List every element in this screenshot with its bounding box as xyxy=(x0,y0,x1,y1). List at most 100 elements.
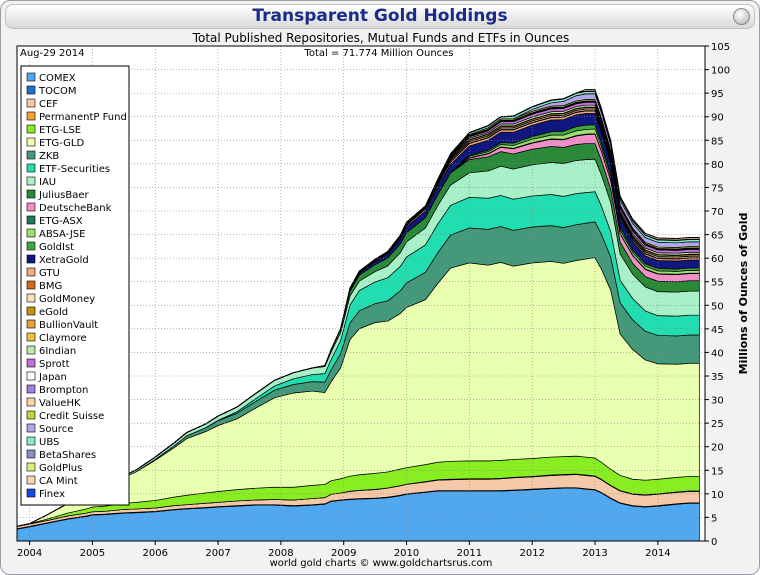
legend-entry-19: BullionVault xyxy=(39,320,98,331)
legend-entry-26: Credit Suisse xyxy=(39,411,104,422)
y-tick-label-11: 55 xyxy=(711,278,724,289)
legend-swatch-21 xyxy=(26,345,36,355)
total-label: Total = 71.774 Million Ounces xyxy=(303,48,453,59)
legend-swatch-12 xyxy=(26,228,36,238)
legend-swatch-22 xyxy=(26,358,36,368)
x-tick-label-4: 2008 xyxy=(268,548,293,559)
legend-box xyxy=(20,65,130,506)
legend-swatch-1 xyxy=(26,85,36,95)
legend-entry-21: 6Indian xyxy=(39,346,76,357)
legend-entry-7: ETF-Securities xyxy=(39,164,110,175)
y-tick-label-8: 40 xyxy=(711,348,724,359)
x-tick-label-1: 2005 xyxy=(80,548,105,559)
chart-subtitle: Total Published Repositories, Mutual Fun… xyxy=(192,31,570,45)
y-tick-label-14: 70 xyxy=(711,207,724,218)
legend-swatch-29 xyxy=(26,449,36,459)
legend-swatch-28 xyxy=(26,436,36,446)
y-tick-label-7: 35 xyxy=(711,372,724,383)
y-tick-label-17: 85 xyxy=(711,136,724,147)
legend-swatch-10 xyxy=(26,202,36,212)
legend-swatch-2 xyxy=(26,98,36,108)
legend-swatch-20 xyxy=(26,332,36,342)
legend-entry-13: GoldIst xyxy=(39,242,74,253)
legend-swatch-14 xyxy=(26,254,36,264)
legend-entry-2: CEF xyxy=(39,99,58,110)
series-areas xyxy=(16,89,700,542)
legend-entry-9: JuliusBaer xyxy=(38,190,90,201)
legend-swatch-16 xyxy=(26,280,36,290)
legend-entry-25: ValueHK xyxy=(39,398,81,409)
legend-entry-32: Finex xyxy=(39,489,65,500)
legend-swatch-27 xyxy=(26,423,36,433)
x-tick-label-5: 2009 xyxy=(331,548,356,559)
x-tick-label-10: 2014 xyxy=(645,548,670,559)
legend-swatch-11 xyxy=(26,215,36,225)
legend-entry-23: Japan xyxy=(38,372,67,383)
legend-swatch-30 xyxy=(26,462,36,472)
legend-entry-1: TOCOM xyxy=(38,86,76,97)
legend-swatch-32 xyxy=(26,488,36,498)
legend-entry-24: Brompton xyxy=(39,385,88,396)
legend-entry-20: Claymore xyxy=(39,333,87,344)
chart-title: Transparent Gold Holdings xyxy=(252,6,508,26)
legend-entry-5: ETG-GLD xyxy=(39,138,84,149)
legend-entry-28: UBS xyxy=(39,437,59,448)
legend-swatch-25 xyxy=(26,397,36,407)
y-tick-label-20: 100 xyxy=(711,66,730,77)
y-axis-label: Millions of Ounces of Gold xyxy=(737,213,750,375)
legend-swatch-26 xyxy=(26,410,36,420)
legend-entry-3: PermanentP Fund xyxy=(39,112,127,123)
x-tick-label-3: 2007 xyxy=(205,548,230,559)
legend-swatch-6 xyxy=(26,150,36,160)
legend-entry-11: ETG-ASX xyxy=(39,216,83,227)
y-tick-label-0: 0 xyxy=(711,537,717,548)
y-tick-label-4: 20 xyxy=(711,443,724,454)
y-tick-label-15: 75 xyxy=(711,183,724,194)
y-tick-label-16: 80 xyxy=(711,160,724,171)
legend-swatch-5 xyxy=(26,137,36,147)
legend-entry-17: GoldMoney xyxy=(39,294,95,305)
legend-swatch-19 xyxy=(26,319,36,329)
legend-entry-30: GoldPlus xyxy=(39,463,82,474)
close-button[interactable] xyxy=(733,8,750,25)
x-tick-label-8: 2012 xyxy=(519,548,544,559)
legend-swatch-4 xyxy=(26,124,36,134)
legend-entry-0: COMEX xyxy=(39,73,76,84)
y-tick-label-6: 30 xyxy=(711,396,724,407)
y-tick-label-18: 90 xyxy=(711,113,724,124)
legend-entry-15: GTU xyxy=(39,268,60,279)
legend-swatch-24 xyxy=(26,384,36,394)
plot-frame xyxy=(16,45,706,542)
legend-entry-10: DeutscheBank xyxy=(39,203,112,214)
axes: 0 5 10 15 20 25 30 35 40 45 50 55 60 65 70 75 80 85 90 95 10… xyxy=(16,42,730,559)
legend: COMEX TOCOM CEF PermanentP Fund ETG-LSE ETG-G… xyxy=(20,65,130,506)
legend-swatch-0 xyxy=(26,72,36,82)
y-tick-label-3: 15 xyxy=(711,466,724,477)
y-tick-label-21: 105 xyxy=(711,42,730,53)
legend-entry-14: XetraGold xyxy=(39,255,89,266)
title-bar: Transparent Gold Holdings xyxy=(5,4,755,29)
legend-entry-18: eGold xyxy=(39,307,68,318)
y-tick-label-13: 65 xyxy=(711,231,724,242)
legend-swatch-13 xyxy=(26,241,36,251)
legend-entry-8: IAU xyxy=(39,177,56,188)
legend-entry-22: Sprott xyxy=(39,359,70,370)
x-tick-label-6: 2010 xyxy=(394,548,419,559)
y-tick-label-10: 50 xyxy=(711,301,724,312)
y-tick-label-19: 95 xyxy=(711,89,724,100)
legend-swatch-9 xyxy=(26,189,36,199)
legend-swatch-15 xyxy=(26,267,36,277)
legend-swatch-18 xyxy=(26,306,36,316)
legend-swatch-17 xyxy=(26,293,36,303)
x-tick-label-2: 2006 xyxy=(143,548,168,559)
legend-entry-27: Source xyxy=(39,424,73,435)
legend-swatch-8 xyxy=(26,176,36,186)
series-area-32 xyxy=(16,89,700,527)
legend-entry-16: BMG xyxy=(39,281,62,292)
legend-entry-4: ETG-LSE xyxy=(39,125,81,136)
y-tick-label-1: 5 xyxy=(711,513,717,524)
legend-swatch-3 xyxy=(26,111,36,121)
y-tick-label-5: 25 xyxy=(711,419,724,430)
